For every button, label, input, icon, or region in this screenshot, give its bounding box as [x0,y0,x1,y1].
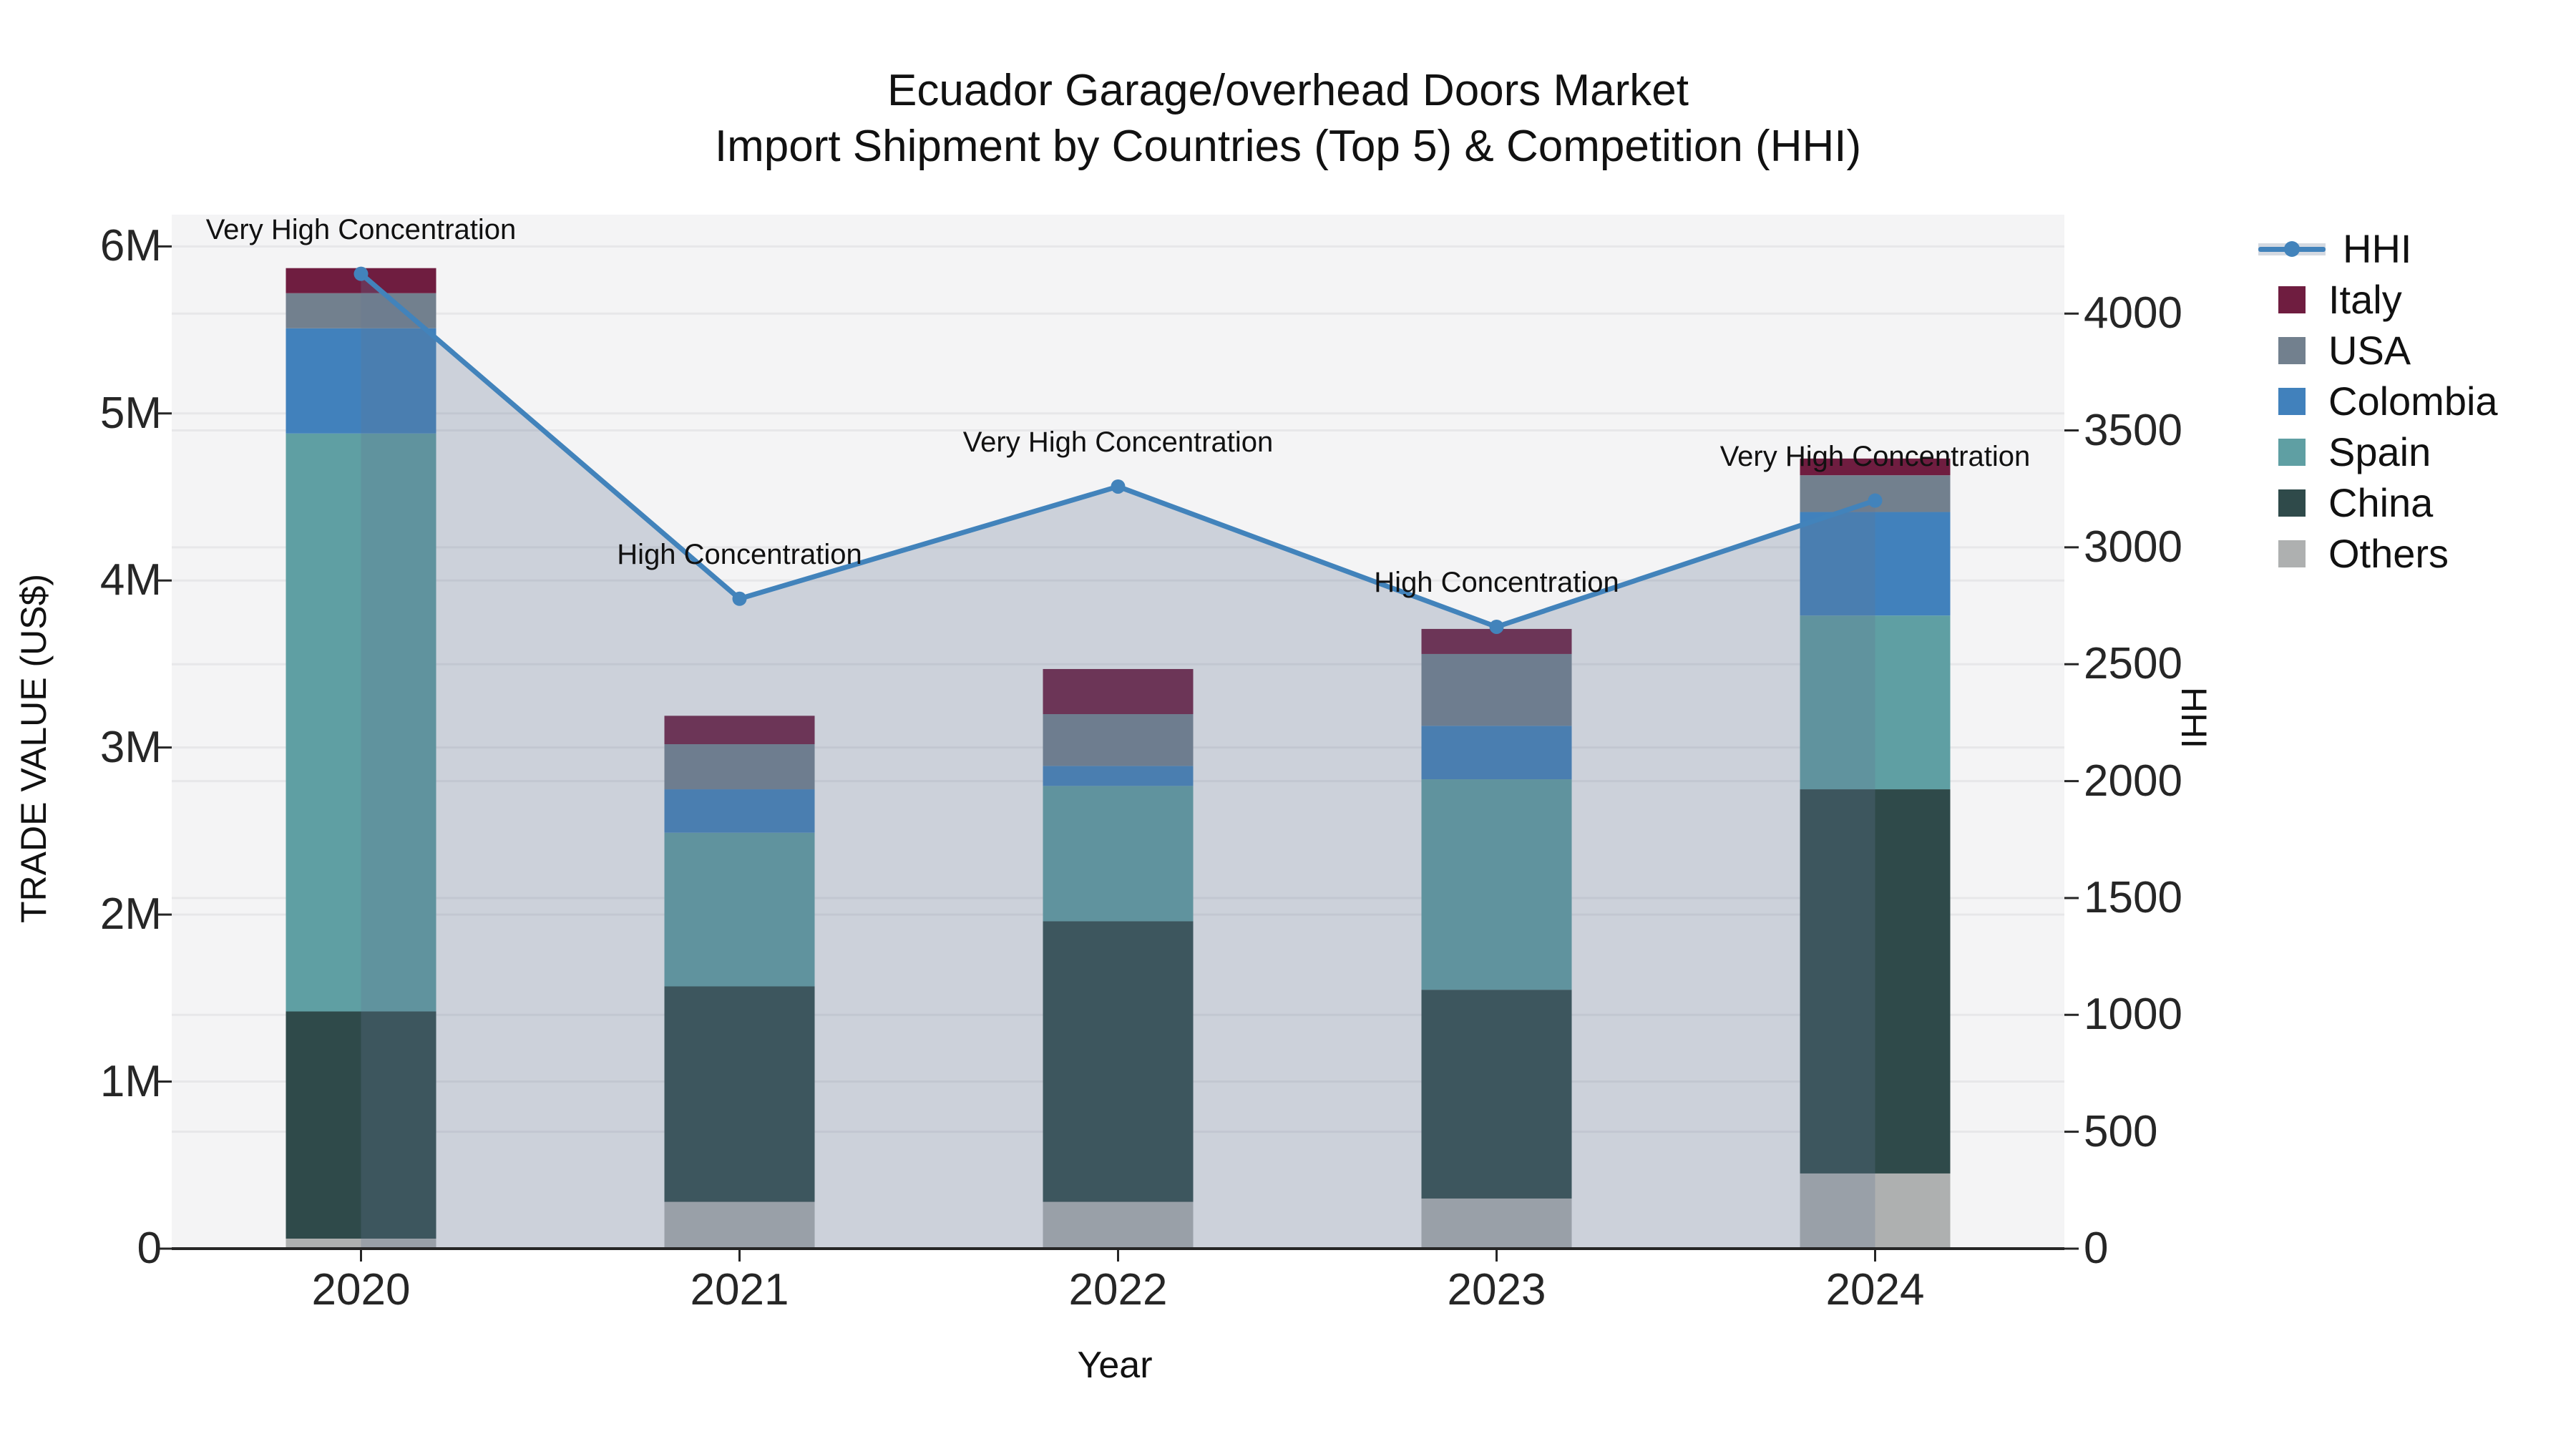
bar-segment-2023-usa [1421,653,1572,726]
bar-segment-2023-spain [1421,779,1572,990]
y-left-tick-4M: 4M [99,555,162,605]
bar-segment-2022-italy [1043,668,1194,714]
annotation-2020: Very High Concentration [205,213,517,245]
legend: HHI Italy USA Colombia Spain China Others [2258,223,2498,579]
y-left-tick-5M: 5M [99,388,162,438]
legend-label-others: Others [2328,531,2449,576]
legend-swatch-italy [2278,286,2306,313]
chart-title-line2: Import Shipment by Countries (Top 5) & C… [714,122,1862,171]
bar-segment-2021-china [664,986,815,1202]
legend-swatch-others [2278,540,2306,567]
bar-segment-2021-others [664,1201,815,1249]
x-tick-2020: 2020 [311,1265,411,1314]
x-tick-2021: 2021 [690,1265,789,1314]
annotation-2024: Very High Concentration [1719,440,2031,472]
legend-label-china: China [2328,480,2434,525]
hhi-marker-2021 [732,591,747,606]
legend-item-hhi: HHI [2258,223,2498,274]
legend-label-colombia: Colombia [2328,379,2498,424]
bar-segment-2024-colombia [1800,512,1951,616]
y-left-tick-0: 0 [137,1224,162,1273]
bar-segment-2022-others [1043,1201,1194,1249]
y-right-tick-3000: 3000 [2084,522,2182,572]
annotation-2022: Very High Concentration [962,426,1274,458]
y-left-tick-2M: 2M [99,889,162,940]
annotation-2021: High Concentration [617,538,862,570]
bar-segment-2022-colombia [1043,766,1194,786]
y-left-tick-1M: 1M [99,1056,162,1106]
x-tick-2024: 2024 [1825,1265,1925,1314]
x-axis-label: Year [1077,1345,1153,1386]
legend-swatch-colombia [2278,387,2306,415]
bar-segment-2020-china [286,1011,436,1239]
bar-segment-2021-usa [664,744,815,790]
annotation-2023: High Concentration [1374,566,1619,598]
hhi-marker-2024 [1868,493,1883,508]
hhi-area-fill [361,273,1875,1249]
legend-item-usa: USA [2258,325,2498,376]
legend-item-others: Others [2258,528,2498,579]
legend-item-china: China [2258,477,2498,528]
bar-segment-2024-italy [1800,458,1951,476]
y-right-tick-4000: 4000 [2084,288,2182,338]
y-right-tick-2500: 2500 [2084,639,2182,689]
y-right-tick-500: 500 [2084,1106,2158,1156]
bar-segment-2021-spain [664,832,815,987]
bar-segment-2022-china [1043,921,1194,1202]
bar-segment-2023-china [1421,990,1572,1199]
bar-segment-2020-colombia [286,328,436,434]
bar-segment-2022-usa [1043,713,1194,766]
bar-segment-2023-colombia [1421,726,1572,780]
legend-label-spain: Spain [2328,429,2431,474]
bar-segment-2020-spain [286,433,436,1012]
hhi-marker-2023 [1489,619,1504,634]
y-axis-label-right: HHI [2174,687,2214,749]
y-right-tick-0: 0 [2084,1224,2109,1273]
bar-segment-2024-china [1800,789,1951,1174]
y-right-tick-2000: 2000 [2084,756,2182,806]
legend-label-hhi: HHI [2343,226,2412,271]
bar-segment-2022-spain [1043,786,1194,922]
x-tick-2022: 2022 [1068,1265,1168,1314]
legend-swatch-spain [2278,438,2306,466]
x-tick-2023: 2023 [1447,1265,1546,1314]
bar-segment-2021-colombia [664,789,815,833]
y-left-tick-3M: 3M [99,722,162,772]
bar-segment-2024-others [1800,1173,1951,1249]
legend-item-colombia: Colombia [2258,376,2498,426]
bar-segment-2023-others [1421,1198,1572,1249]
legend-item-italy: Italy [2258,274,2498,325]
legend-item-spain: Spain [2258,426,2498,477]
bar-segment-2020-usa [286,293,436,328]
y-right-tick-1500: 1500 [2084,872,2182,922]
hhi-marker-2020 [353,266,369,281]
y-left-tick-6M: 6M [99,221,162,271]
bar-segment-2021-italy [664,716,815,745]
bar-segment-2020-others [286,1238,436,1249]
legend-swatch-china [2278,489,2306,517]
y-right-tick-3500: 3500 [2084,405,2182,455]
y-axis-label-left: TRADE VALUE (US$) [14,573,54,923]
chart-title-line1: Ecuador Garage/overhead Doors Market [887,66,1689,115]
legend-swatch-usa [2278,336,2306,364]
y-right-tick-1000: 1000 [2084,990,2182,1040]
hhi-marker-2022 [1111,479,1126,494]
legend-label-usa: USA [2328,328,2411,373]
legend-label-italy: Italy [2328,277,2402,322]
hhi-line-legend-icon [2258,235,2326,263]
bar-segment-2024-spain [1800,615,1951,790]
